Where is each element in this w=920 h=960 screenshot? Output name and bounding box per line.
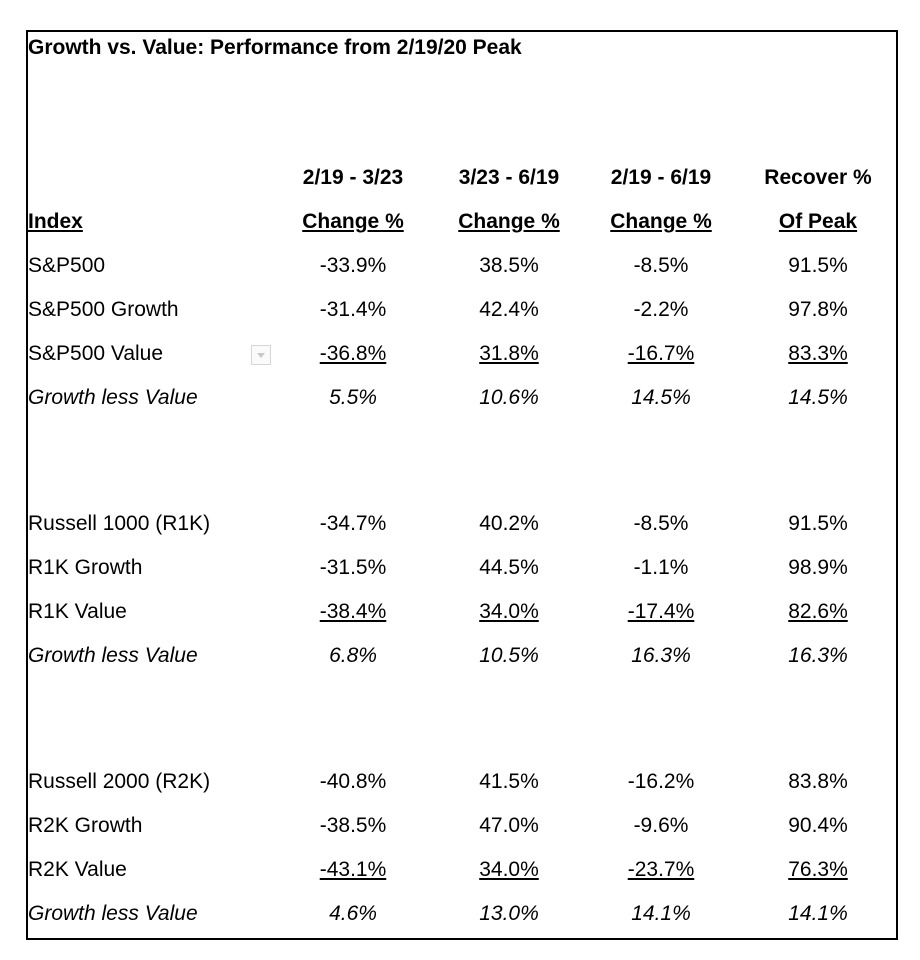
value-cell: -38.4% [319, 600, 387, 623]
table-border [26, 30, 898, 940]
table-row: Growth less Value 5.5% 10.6% 14.5% 14.5% [0, 386, 920, 416]
value-cell: 5.5% [329, 386, 377, 409]
value-cell: -34.7% [319, 512, 387, 535]
value-cell: 97.8% [788, 298, 848, 321]
value-cell: -33.9% [319, 254, 387, 277]
value-cell: 34.0% [479, 600, 539, 623]
table-row: Growth less Value 6.8% 10.5% 16.3% 16.3% [0, 644, 920, 674]
value-cell: -36.8% [319, 342, 387, 365]
col1-header-line2: Change % [302, 210, 404, 233]
index-header: Index [28, 210, 83, 233]
row-label: S&P500 [28, 254, 106, 277]
value-cell: 38.5% [479, 254, 539, 277]
value-cell: -9.6% [633, 814, 689, 837]
value-cell: -16.7% [627, 342, 695, 365]
value-cell: 76.3% [788, 858, 848, 881]
table-row: R2K Growth -38.5% 47.0% -9.6% 90.4% [0, 814, 920, 844]
row-label: Growth less Value [28, 644, 198, 667]
value-cell: -40.8% [319, 770, 387, 793]
value-cell: 90.4% [788, 814, 848, 837]
value-cell: 41.5% [479, 770, 539, 793]
col4-header-line2: Of Peak [778, 210, 858, 233]
value-cell: 31.8% [479, 342, 539, 365]
value-cell: -8.5% [633, 512, 689, 535]
table-row: Growth less Value 4.6% 13.0% 14.1% 14.1% [0, 902, 920, 932]
table-row: Russell 1000 (R1K) -34.7% 40.2% -8.5% 91.5% [0, 512, 920, 542]
table-row: S&P500 -33.9% 38.5% -8.5% 91.5% [0, 254, 920, 284]
value-cell: 98.9% [788, 556, 848, 579]
row-label: R2K Value [28, 858, 127, 881]
table-row: R1K Growth -31.5% 44.5% -1.1% 98.9% [0, 556, 920, 586]
table-row: R1K Value -38.4% 34.0% -17.4% 82.6% [0, 600, 920, 630]
value-cell: 91.5% [788, 512, 848, 535]
value-cell: -31.5% [319, 556, 387, 579]
value-cell: -23.7% [627, 858, 695, 881]
value-cell: 10.6% [479, 386, 539, 409]
value-cell: 83.3% [788, 342, 848, 365]
table-row: S&P500 Growth -31.4% 42.4% -2.2% 97.8% [0, 298, 920, 328]
row-label: R2K Growth [28, 814, 143, 837]
value-cell: 14.5% [631, 386, 691, 409]
value-cell: -31.4% [319, 298, 387, 321]
value-cell: 10.5% [479, 644, 539, 667]
value-cell: -2.2% [633, 298, 689, 321]
value-cell: 40.2% [479, 512, 539, 535]
row-label: S&P500 Value [28, 342, 164, 365]
value-cell: -38.5% [319, 814, 387, 837]
table-title: Growth vs. Value: Performance from 2/19/… [28, 36, 522, 59]
value-cell: -8.5% [633, 254, 689, 277]
table-row: S&P500 Value -36.8% 31.8% -16.7% 83.3% [0, 342, 920, 372]
row-label: Growth less Value [28, 902, 198, 925]
col2-header-line1: 3/23 - 6/19 [458, 166, 560, 189]
value-cell: 34.0% [479, 858, 539, 881]
value-cell: -16.2% [627, 770, 695, 793]
value-cell: 83.8% [788, 770, 848, 793]
row-label: Russell 1000 (R1K) [28, 512, 211, 535]
col3-header-line2: Change % [610, 210, 712, 233]
value-cell: 82.6% [788, 600, 848, 623]
value-cell: 4.6% [329, 902, 377, 925]
value-cell: -43.1% [319, 858, 387, 881]
value-cell: 47.0% [479, 814, 539, 837]
value-cell: 16.3% [631, 644, 691, 667]
col2-header-line2: Change % [458, 210, 560, 233]
row-label: R1K Growth [28, 556, 143, 579]
value-cell: 14.5% [788, 386, 848, 409]
value-cell: 91.5% [788, 254, 848, 277]
value-cell: -1.1% [633, 556, 689, 579]
value-cell: 13.0% [479, 902, 539, 925]
value-cell: 14.1% [788, 902, 848, 925]
filter-dropdown-icon[interactable] [251, 345, 271, 365]
col3-header-line1: 2/19 - 6/19 [610, 166, 712, 189]
table-row: R2K Value -43.1% 34.0% -23.7% 76.3% [0, 858, 920, 888]
row-label: Russell 2000 (R2K) [28, 770, 211, 793]
row-label: S&P500 Growth [28, 298, 179, 321]
table-row: Russell 2000 (R2K) -40.8% 41.5% -16.2% 83.8% [0, 770, 920, 800]
row-label: Growth less Value [28, 386, 198, 409]
value-cell: 42.4% [479, 298, 539, 321]
row-label: R1K Value [28, 600, 127, 623]
value-cell: 16.3% [788, 644, 848, 667]
col4-header-line1: Recover % [764, 166, 872, 189]
value-cell: 14.1% [631, 902, 691, 925]
value-cell: 44.5% [479, 556, 539, 579]
value-cell: -17.4% [627, 600, 695, 623]
col1-header-line1: 2/19 - 3/23 [302, 166, 404, 189]
value-cell: 6.8% [329, 644, 377, 667]
